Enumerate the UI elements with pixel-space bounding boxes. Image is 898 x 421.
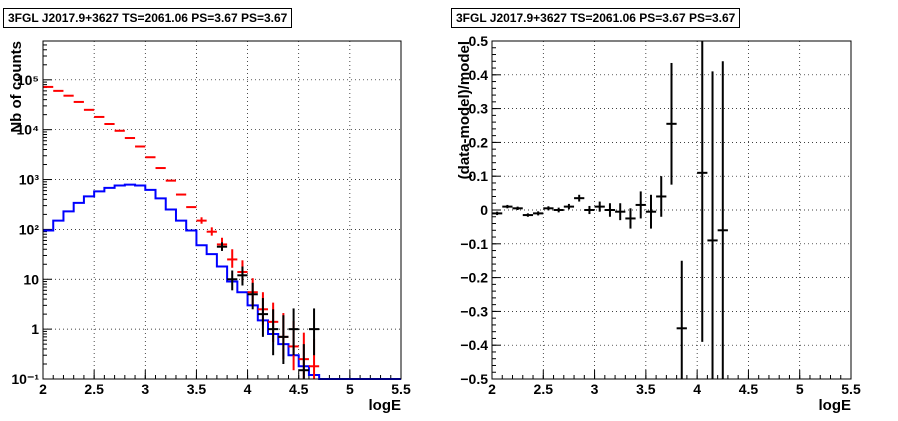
x-tick-label: 2.5	[534, 381, 554, 397]
x-tick-label: 4	[244, 381, 252, 397]
y-tick-label: 10⁻¹	[11, 371, 39, 387]
model-step-line	[43, 183, 401, 380]
y-tick-label: 1	[31, 321, 39, 337]
y-axis-title: (data-model)/model	[456, 41, 473, 179]
x-tick-label: 3.5	[187, 381, 207, 397]
x-tick-label: 4	[693, 381, 701, 397]
y-tick-label: −0.2	[460, 270, 488, 286]
y-tick-label: 0	[480, 202, 488, 218]
y-tick-label: 0.4	[469, 67, 489, 83]
x-tick-label: 3	[591, 381, 599, 397]
x-tick-label: 4.5	[739, 381, 759, 397]
y-tick-label: 10	[23, 271, 39, 287]
x-tick-label: 5.5	[391, 381, 411, 397]
y-tick-label: 0.3	[469, 101, 489, 117]
x-axis-title: logE	[819, 397, 852, 414]
x-tick-label: 4.5	[289, 381, 309, 397]
plot-frame	[42, 40, 402, 380]
y-tick-label: −0.5	[460, 371, 488, 387]
y-tick-label: 0.5	[469, 33, 489, 49]
x-tick-label: 5	[346, 381, 354, 397]
residual-plot: 2 2.5 3 3.5 4 4.5 5 5.5 −0.5 −0.4 −0.3 −0.2 −0.1 0 0.1…	[456, 33, 861, 414]
y-tick-label: −0.3	[460, 303, 488, 319]
y-tick-label: 10²	[19, 221, 40, 237]
y-tick-label: 10³	[19, 172, 40, 188]
left-chart-title: 3FGL J2017.9+3627 TS=2061.06 PS=3.67 PS=…	[3, 8, 293, 28]
x-axis-title: logE	[369, 397, 402, 414]
x-tick-label: 3	[141, 381, 149, 397]
y-tick-label: 10⁴	[17, 122, 40, 138]
y-axis-title: Nb of counts	[8, 41, 25, 133]
counts-plot: 2 2.5 3 3.5 4 4.5 5 5.5 10⁻¹ 1 10 10² 10³ 10⁴ 10⁵ logE N…	[8, 40, 411, 414]
y-tick-label: −0.4	[460, 337, 488, 353]
y-tick-label: 10⁵	[17, 72, 39, 88]
x-tick-label: 2	[39, 381, 47, 397]
x-tick-label: 3.5	[636, 381, 656, 397]
x-tick-label: 5	[796, 381, 804, 397]
y-tick-label: 0.2	[469, 134, 489, 150]
y-tick-label: 0.1	[469, 168, 489, 184]
plot-frame	[491, 40, 852, 380]
x-tick-label: 2	[488, 381, 496, 397]
x-tick-label: 2.5	[84, 381, 104, 397]
right-chart-title: 3FGL J2017.9+3627 TS=2061.06 PS=3.67 PS=…	[451, 8, 741, 28]
x-tick-label: 5.5	[841, 381, 861, 397]
y-tick-label: −0.1	[460, 236, 488, 252]
